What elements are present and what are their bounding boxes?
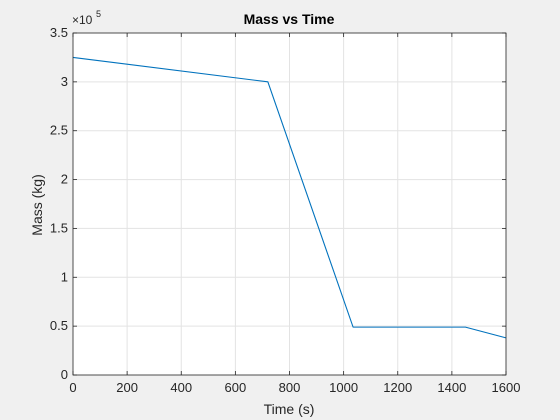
y-tick-label: 0 <box>61 367 68 382</box>
x-tick-label: 1600 <box>492 380 521 395</box>
mass-series-line <box>72 56 507 339</box>
x-tick-label: 0 <box>69 380 76 395</box>
y-tick-label: 1.5 <box>50 220 68 235</box>
y-axis-label: Mass (kg) <box>29 174 45 235</box>
x-axis-label: Time (s) <box>264 401 315 417</box>
tick-marks <box>72 32 507 376</box>
y-tick-label: 1 <box>61 269 68 284</box>
y-tick-label: 2 <box>61 172 68 187</box>
y-scale-factor: ×10 <box>72 13 93 27</box>
x-tick-label: 1200 <box>383 380 412 395</box>
y-scale-multiplier: ×10 5 <box>72 9 101 27</box>
series-layer <box>72 56 507 339</box>
x-tick-label: 1000 <box>329 380 358 395</box>
x-tick-label: 400 <box>170 380 192 395</box>
y-tick-label: 3 <box>61 74 68 89</box>
x-tick-labels: 0 200 400 600 800 1000 1200 1400 1600 <box>69 380 520 395</box>
x-tick-label: 600 <box>225 380 247 395</box>
x-tick-label: 800 <box>279 380 301 395</box>
chart-title: Mass vs Time <box>244 11 335 27</box>
y-tick-label: 0.5 <box>50 318 68 333</box>
y-tick-label: 2.5 <box>50 123 68 138</box>
y-scale-exponent: 5 <box>96 9 101 19</box>
y-tick-label: 3.5 <box>50 25 68 40</box>
x-tick-label: 200 <box>116 380 138 395</box>
x-tick-label: 1400 <box>437 380 466 395</box>
y-tick-labels: 0 0.5 1 1.5 2 2.5 3 3.5 <box>50 25 68 382</box>
